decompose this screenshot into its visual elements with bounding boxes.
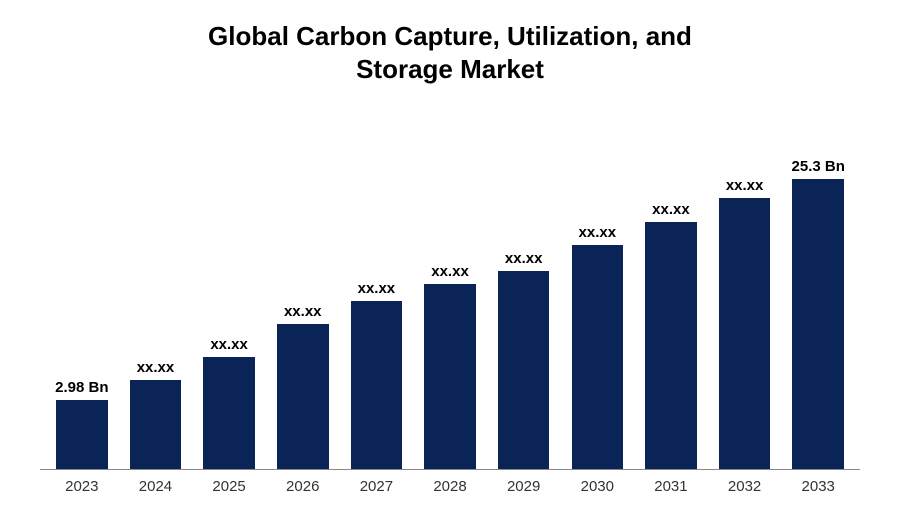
bar — [792, 179, 844, 469]
x-axis-label: 2023 — [45, 478, 119, 495]
bar-group: xx.xx — [634, 201, 708, 470]
bar — [719, 198, 771, 469]
bar-value-label: 2.98 Bn — [55, 379, 108, 396]
x-axis-label: 2027 — [340, 478, 414, 495]
bar-group: xx.xx — [119, 359, 193, 469]
bar-group: xx.xx — [413, 263, 487, 469]
chart-container: 2.98 Bn xx.xx xx.xx xx.xx xx.xx xx.xx xx.xx xx.… — [40, 115, 860, 495]
bar — [498, 271, 550, 469]
bar-value-label: xx.xx — [284, 303, 322, 320]
x-axis-label: 2030 — [560, 478, 634, 495]
bar — [572, 245, 624, 469]
bar — [277, 324, 329, 469]
bar — [203, 357, 255, 469]
x-axis-label: 2024 — [119, 478, 193, 495]
x-axis-label: 2032 — [708, 478, 782, 495]
bar-value-label: xx.xx — [210, 336, 248, 353]
bar-value-label: xx.xx — [137, 359, 175, 376]
bar-value-label: xx.xx — [358, 280, 396, 297]
bar-group: xx.xx — [192, 336, 266, 469]
bar-group: xx.xx — [340, 280, 414, 469]
bar-value-label: xx.xx — [579, 224, 617, 241]
x-axis: 2023202420252026202720282029203020312032… — [40, 478, 860, 495]
bar-value-label: 25.3 Bn — [792, 158, 845, 175]
bar — [130, 380, 182, 469]
x-axis-label: 2031 — [634, 478, 708, 495]
bar-group: 2.98 Bn — [45, 379, 119, 469]
bar-group: 25.3 Bn — [781, 158, 855, 469]
bar — [424, 284, 476, 469]
chart-title: Global Carbon Capture, Utilization, and … — [40, 20, 860, 85]
x-axis-label: 2033 — [781, 478, 855, 495]
bar-group: xx.xx — [560, 224, 634, 469]
bar — [351, 301, 403, 469]
x-axis-label: 2029 — [487, 478, 561, 495]
bar-group: xx.xx — [708, 177, 782, 469]
x-axis-label: 2025 — [192, 478, 266, 495]
bar-value-label: xx.xx — [652, 201, 690, 218]
chart-title-line1: Global Carbon Capture, Utilization, and — [40, 20, 860, 53]
bar-group: xx.xx — [266, 303, 340, 469]
bar-value-label: xx.xx — [431, 263, 469, 280]
bars-area: 2.98 Bn xx.xx xx.xx xx.xx xx.xx xx.xx xx.xx xx.… — [40, 115, 860, 470]
x-axis-label: 2026 — [266, 478, 340, 495]
bar-value-label: xx.xx — [726, 177, 764, 194]
x-axis-label: 2028 — [413, 478, 487, 495]
bar — [56, 400, 108, 469]
bar — [645, 222, 697, 470]
bar-value-label: xx.xx — [505, 250, 543, 267]
chart-title-line2: Storage Market — [40, 53, 860, 86]
bar-group: xx.xx — [487, 250, 561, 469]
